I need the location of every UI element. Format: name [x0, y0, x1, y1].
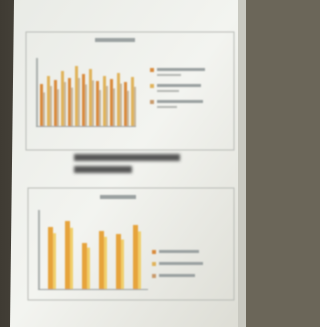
axis-blur [36, 58, 38, 126]
bar-shape [103, 76, 106, 126]
bar-shape [54, 80, 57, 126]
axis-blur [38, 210, 40, 290]
bar-shape [104, 237, 107, 289]
bar-shape [85, 84, 87, 126]
bar-shape [89, 69, 92, 126]
bar-shape [96, 81, 99, 126]
bar-shape [134, 87, 136, 126]
bar-shape [68, 78, 71, 126]
bar-shape [133, 225, 138, 289]
bar-shape [61, 71, 64, 126]
bar-shape [50, 86, 52, 126]
axis-blur [38, 289, 148, 290]
bar-shape [113, 88, 115, 126]
bar-shape [127, 91, 129, 126]
page: (() => { const NS = 'http://www.w3.org/2… [0, 0, 246, 327]
bar-shape [57, 89, 59, 126]
paper-sheet [10, 0, 246, 327]
bar-shape [131, 77, 134, 126]
bar-shape [99, 90, 101, 126]
bar-shape [70, 228, 73, 289]
bar-shape [78, 78, 80, 126]
bar-shape [116, 234, 121, 289]
bar-shape [87, 248, 90, 289]
paper-edge [238, 0, 246, 327]
bar-shape [82, 243, 87, 289]
photo [0, 0, 246, 327]
bar-shape [47, 76, 50, 126]
bar-shape [65, 221, 70, 289]
bar-shape [92, 80, 94, 126]
bar-shape [120, 84, 122, 126]
bar-shape [64, 82, 66, 126]
chart-title-blur [100, 195, 136, 199]
bar-shape [124, 82, 127, 126]
bar-shape [40, 84, 43, 126]
bar-shape [121, 240, 124, 290]
bar-shape [138, 231, 141, 289]
bar-shape [53, 233, 56, 289]
bar-shape [75, 66, 78, 126]
bar-shape [117, 73, 120, 126]
axis-blur [36, 126, 136, 127]
bar-shape [48, 227, 53, 289]
bar-shape [71, 88, 73, 126]
bar-shape [110, 79, 113, 126]
chart-title-blur [95, 38, 135, 42]
bar-shape [99, 231, 104, 289]
bar-shape [82, 74, 85, 126]
bar-shape [43, 92, 45, 126]
bar-shape [106, 86, 108, 126]
